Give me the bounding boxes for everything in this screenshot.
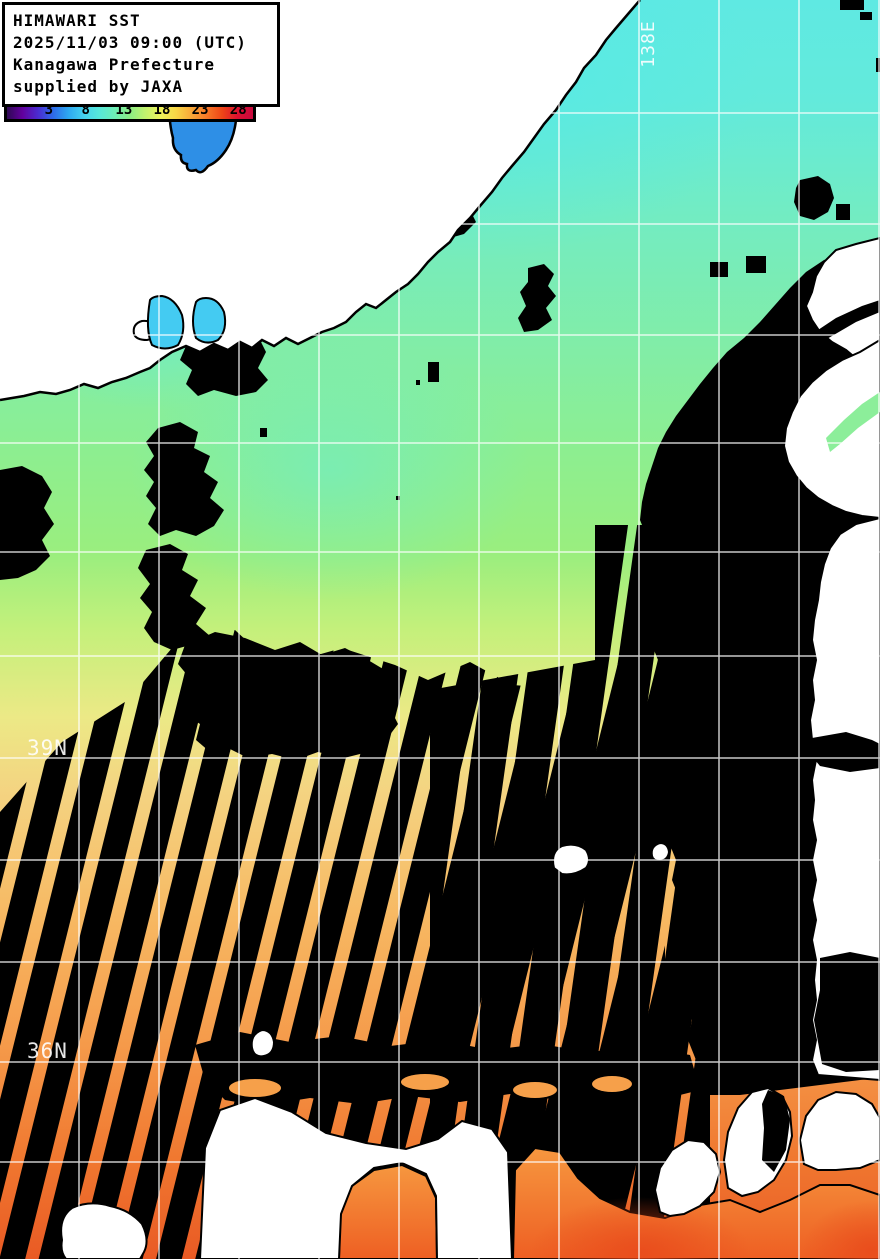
- title-product: HIMAWARI SST: [13, 11, 141, 30]
- island-southwest: [60, 1202, 148, 1259]
- colorbar-tick: 8: [81, 102, 90, 118]
- title-datetime: 2025/11/03 09:00 (UTC): [13, 33, 247, 52]
- land-east-lobe: [782, 338, 880, 520]
- land-southeast-band: [798, 1090, 880, 1171]
- hot-spot-south: [530, 1197, 750, 1259]
- title-source: supplied by JAXA: [13, 77, 184, 96]
- cold-patch-mid: [130, 340, 530, 600]
- grid-label-longitude: 138E: [638, 20, 659, 67]
- title-box: HIMAWARI SST 2025/11/03 09:00 (UTC) Kana…: [2, 2, 280, 107]
- title-region: Kanagawa Prefecture: [13, 55, 216, 74]
- land-east-band: [808, 516, 880, 1082]
- grid-label-latitude-upper: 39N: [27, 736, 68, 760]
- land-south-central: [198, 1096, 514, 1259]
- land-peninsula-1: [653, 1138, 722, 1218]
- valley-green-streak: [826, 392, 880, 452]
- island-small-1: [250, 1028, 276, 1058]
- grid-label-latitude-lower: 36N: [27, 1039, 68, 1063]
- colorbar-tick: 3: [44, 102, 54, 118]
- island-small-3: [650, 841, 671, 863]
- cloud-on-land: [762, 300, 880, 1172]
- coastline-northwest: [0, 0, 641, 402]
- hot-spot-corner: [802, 1200, 880, 1259]
